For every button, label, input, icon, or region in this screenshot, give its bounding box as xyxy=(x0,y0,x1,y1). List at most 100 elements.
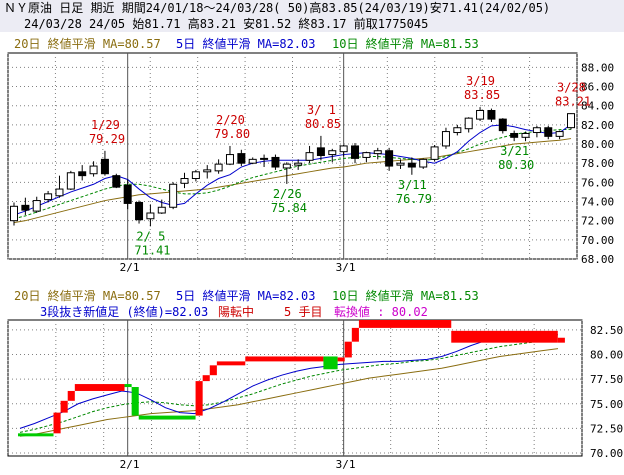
candle-body xyxy=(214,163,223,172)
bottom-x-tick-label: 3/1 xyxy=(336,458,356,471)
candle-body xyxy=(396,162,405,166)
candle-body xyxy=(487,109,496,120)
header-info-line1: ＮＹ原油 日足 期近 期間24/01/18～24/03/28( 50)高83.8… xyxy=(0,0,624,16)
bottom-y-tick-label: 80.00 xyxy=(590,348,623,361)
candle-body xyxy=(407,162,416,168)
tlb-brick xyxy=(245,356,324,362)
annotation-value: 80.30 xyxy=(498,158,534,172)
top-ma5-line xyxy=(13,124,572,216)
legend2-ma20: 20日 終値平滑 MA=80.57 xyxy=(14,288,161,303)
legend2-ma5: 5日 終値平滑 MA=82.03 xyxy=(176,288,315,303)
legend-ma10: 10日 終値平滑 MA=81.53 xyxy=(332,36,479,51)
candle-body xyxy=(248,158,257,164)
tlb-brick xyxy=(131,387,139,416)
candle-body xyxy=(441,131,450,147)
top-y-tick-label: 78.00 xyxy=(581,157,614,170)
tlb-reversal-label: 転換値 : 80.02 xyxy=(334,304,428,319)
bottom-ma20-line xyxy=(19,348,559,437)
tlb-brick xyxy=(18,433,54,437)
candle-body xyxy=(510,132,519,138)
candle-body xyxy=(385,150,394,167)
candle-body xyxy=(521,132,530,138)
three-line-break-panel: 82.50 80.00 77.50 75.00 72.50 70.00 2/1 3/1 xyxy=(7,319,623,471)
candle-body xyxy=(362,152,371,158)
top-ma20-line xyxy=(13,138,572,224)
candlestick-panel: 88.00 86.00 84.00 82.00 80.00 78.00 76.00 74.00… xyxy=(7,52,614,274)
bottom-ma5-line xyxy=(19,334,559,429)
candle-body xyxy=(260,157,269,160)
candle-body xyxy=(498,118,507,132)
candle-body xyxy=(146,212,155,220)
candle-body xyxy=(123,184,132,204)
top-ma10-line xyxy=(13,128,572,220)
candle-body xyxy=(89,165,98,175)
bottom-y-tick-label: 75.00 xyxy=(590,398,623,411)
tlb-count-label: 5 手目 xyxy=(284,305,322,319)
annotation-value: 79.80 xyxy=(214,127,250,141)
candle-body xyxy=(305,152,314,161)
period-info: 期間24/01/18～24/03/28( 50)高83.85(24/03/19)… xyxy=(121,1,551,15)
annotation-date: 3/11 xyxy=(398,178,427,192)
tlb-brick xyxy=(60,400,68,413)
annotation-date: 3/28 xyxy=(557,80,586,94)
tlb-brick xyxy=(195,381,203,416)
tlb-brick xyxy=(323,356,338,370)
tlb-brick xyxy=(138,415,196,420)
top-y-tick-label: 88.00 xyxy=(581,61,614,74)
candle-body xyxy=(419,158,428,168)
bottom-y-tick-label: 77.50 xyxy=(590,373,623,386)
top-y-tick-label: 86.00 xyxy=(581,81,614,94)
tlb-brick xyxy=(557,337,565,343)
bottom-y-tick-label: 72.50 xyxy=(590,422,623,435)
candle-body xyxy=(225,154,234,165)
legend2-ma10: 10日 終値平滑 MA=81.53 xyxy=(332,288,479,303)
annotation-value: 79.29 xyxy=(89,132,125,146)
candle-body xyxy=(476,109,485,120)
annotation-value: 71.41 xyxy=(134,243,170,257)
candle-body xyxy=(453,127,462,134)
candle-body xyxy=(328,150,337,156)
annotation-value: 80.85 xyxy=(305,117,341,131)
top-x-tick-label: 3/1 xyxy=(336,261,356,274)
candle-body xyxy=(44,193,53,201)
candle-body xyxy=(237,153,246,164)
bottom-y-tick-label: 70.00 xyxy=(590,447,623,460)
candle-body xyxy=(203,169,212,173)
annotation-value: 83.85 xyxy=(464,88,500,102)
bottom-y-tick-label: 82.50 xyxy=(590,324,623,337)
candle-body xyxy=(191,171,200,180)
annotation-date: 3/21 xyxy=(500,144,529,158)
annotation-date: 1/29 xyxy=(91,118,120,132)
legend-ma5: 5日 終値平滑 MA=82.03 xyxy=(176,36,315,51)
candle-body xyxy=(351,145,360,159)
tlb-brick xyxy=(209,365,217,376)
tlb-brick xyxy=(358,320,452,328)
tlb-brick xyxy=(202,375,210,382)
candle-body xyxy=(21,204,30,211)
annotation-value: 83.21 xyxy=(555,94,591,108)
top-y-tick-label: 82.00 xyxy=(581,119,614,132)
top-y-tick-label: 68.00 xyxy=(581,253,614,266)
candle-body xyxy=(135,201,144,221)
top-y-tick-label: 84.00 xyxy=(581,100,614,113)
candle-body xyxy=(112,175,121,188)
tlb-brick xyxy=(74,384,125,391)
tlb-brick xyxy=(216,361,246,366)
top-y-tick-label: 72.00 xyxy=(581,215,614,228)
header-info-line2: 24/03/28 24/05 始81.71 高83.21 安81.52 終83.… xyxy=(0,16,624,32)
top-y-tick-label: 76.00 xyxy=(581,176,614,189)
candle-body xyxy=(32,200,41,212)
bottom-ma10-line xyxy=(19,339,559,433)
annotation-date: 3/19 xyxy=(466,74,495,88)
tlb-brick xyxy=(344,341,352,358)
tlb-brick xyxy=(351,327,359,342)
annotation-value: 75.84 xyxy=(271,201,307,215)
candle-body xyxy=(10,205,18,222)
candle-body xyxy=(294,162,303,166)
candle-body xyxy=(339,145,348,153)
candle-body xyxy=(373,150,382,155)
tlb-state-label: 陽転中 xyxy=(218,304,254,319)
candle-body xyxy=(157,206,166,214)
